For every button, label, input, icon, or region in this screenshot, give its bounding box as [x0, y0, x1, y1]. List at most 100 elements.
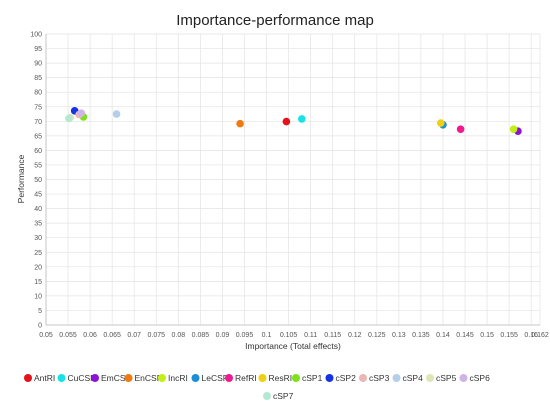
- legend-label: cSP4: [403, 373, 424, 383]
- y-tick-label: 25: [34, 250, 42, 257]
- legend-label: cSP7: [273, 391, 294, 401]
- x-tick-label: 0.055: [59, 332, 77, 339]
- legend-label: cSP3: [369, 373, 390, 383]
- x-tick-label: 0.095: [236, 332, 254, 339]
- x-tick-label: 0.115: [324, 332, 341, 339]
- x-tick-label: 0.05: [39, 332, 53, 339]
- legend-label: cSP1: [302, 373, 323, 383]
- y-tick-label: 90: [34, 61, 42, 68]
- legend-item-lecsr[interactable]: LeCSR: [191, 373, 229, 383]
- x-axis-ticks: 0.05 0.055 0.06 0.065 0.07 0.075 0.08 0.085 0.09…: [39, 332, 549, 339]
- legend-label: EnCSR: [135, 373, 163, 383]
- y-tick-label: 45: [34, 192, 42, 199]
- legend-swatch: [158, 374, 166, 382]
- data-point-refri: [456, 125, 465, 133]
- x-tick-label: 0.14: [436, 332, 450, 339]
- x-tick-label: 0.12: [348, 332, 362, 339]
- x-tick-label: 0.162: [531, 332, 549, 339]
- legend-label: RefRI: [235, 373, 257, 383]
- grid: [45, 33, 541, 326]
- x-tick-label: 0.145: [456, 332, 474, 339]
- y-tick-label: 55: [34, 162, 42, 169]
- legend-item-csp2[interactable]: cSP2: [325, 373, 357, 383]
- y-tick-label: 95: [34, 46, 42, 53]
- x-tick-label: 0.155: [500, 332, 518, 339]
- y-tick-label: 15: [34, 279, 42, 286]
- legend-item-csp7[interactable]: cSP7: [263, 391, 294, 401]
- y-tick-label: 85: [34, 75, 42, 82]
- x-tick-label: 0.125: [368, 332, 386, 339]
- legend-label: CuCSR: [68, 373, 97, 383]
- y-tick-label: 50: [34, 177, 42, 184]
- legend-label: AntRI: [34, 373, 55, 383]
- legend-swatch: [426, 374, 434, 382]
- x-tick-label: 0.09: [216, 332, 230, 339]
- x-tick-label: 0.075: [148, 332, 166, 339]
- x-tick-label: 0.085: [192, 332, 210, 339]
- data-point-csp7: [65, 114, 73, 123]
- y-tick-label: 80: [34, 90, 42, 97]
- legend-item-antri[interactable]: AntRI: [24, 373, 55, 383]
- legend-item-csp5[interactable]: cSP5: [426, 373, 457, 383]
- legend-swatch: [225, 374, 233, 382]
- x-tick-label: 0.15: [480, 332, 494, 339]
- y-tick-label: 70: [34, 119, 42, 126]
- legend-item-emcsr[interactable]: EmCSR: [91, 373, 132, 383]
- legend-item-csp1[interactable]: cSP1: [292, 373, 323, 383]
- legend-swatch: [57, 374, 66, 382]
- legend-swatch: [359, 374, 367, 382]
- x-tick-label: 0.06: [83, 332, 97, 339]
- data-point-csp4: [112, 110, 121, 118]
- x-tick-label: 0.1: [262, 332, 272, 339]
- y-tick-label: 0: [38, 323, 42, 330]
- x-tick-label: 0.16: [524, 332, 538, 339]
- data-point-csp6: [77, 109, 86, 117]
- legend-item-encsr[interactable]: EnCSR: [124, 373, 163, 383]
- legend-swatch: [459, 374, 468, 382]
- legend-label: cSP6: [470, 373, 491, 383]
- legend-item-refri[interactable]: RefRI: [225, 373, 257, 383]
- legend-swatch: [258, 374, 267, 382]
- legend-label: cSP5: [436, 373, 457, 383]
- legend-swatch: [325, 374, 334, 382]
- legend-label: EmCSR: [101, 373, 132, 383]
- y-tick-label: 40: [34, 206, 42, 213]
- x-tick-label: 0.11: [304, 332, 317, 339]
- x-tick-label: 0.08: [172, 332, 186, 339]
- legend-label: IncRI: [168, 373, 188, 383]
- y-tick-label: 20: [34, 264, 42, 271]
- y-tick-label: 60: [34, 148, 42, 155]
- data-point-resri: [436, 119, 445, 127]
- y-tick-label: 75: [34, 104, 42, 111]
- y-tick-label: 30: [34, 235, 42, 242]
- legend-item-resri[interactable]: ResRI: [258, 373, 293, 383]
- x-tick-label: 0.07: [127, 332, 141, 339]
- chart-title: Importance-performance map: [176, 12, 374, 29]
- legend-item-csp6[interactable]: cSP6: [459, 373, 491, 383]
- legend-item-csp4[interactable]: cSP4: [392, 373, 424, 383]
- legend-swatch: [263, 392, 271, 400]
- legend-swatch: [392, 374, 401, 382]
- legend-label: ResRI: [269, 373, 293, 383]
- legend-swatch: [91, 374, 99, 382]
- data-point-cucsr: [298, 115, 306, 123]
- y-tick-label: 35: [34, 221, 42, 228]
- y-axis-label: Performance: [16, 154, 26, 203]
- legend: AntRI CuCSR EmCSR EnCSR IncRI LeCSR RefRI ResRI…: [24, 373, 490, 401]
- data-points: [65, 107, 522, 135]
- data-point-encsr: [236, 119, 244, 128]
- y-tick-label: 10: [34, 293, 42, 300]
- legend-item-cucsr[interactable]: CuCSR: [57, 373, 97, 383]
- x-tick-label: 0.105: [280, 332, 298, 339]
- x-tick-label: 0.065: [103, 332, 121, 339]
- legend-swatch: [124, 374, 133, 382]
- legend-label: LeCSR: [202, 373, 229, 383]
- legend-item-csp3[interactable]: cSP3: [359, 373, 390, 383]
- y-tick-label: 100: [30, 32, 42, 39]
- x-tick-label: 0.13: [392, 332, 406, 339]
- legend-item-incri[interactable]: IncRI: [158, 373, 188, 383]
- legend-swatch: [24, 374, 32, 382]
- legend-swatch: [292, 374, 300, 382]
- data-point-incri: [509, 125, 518, 133]
